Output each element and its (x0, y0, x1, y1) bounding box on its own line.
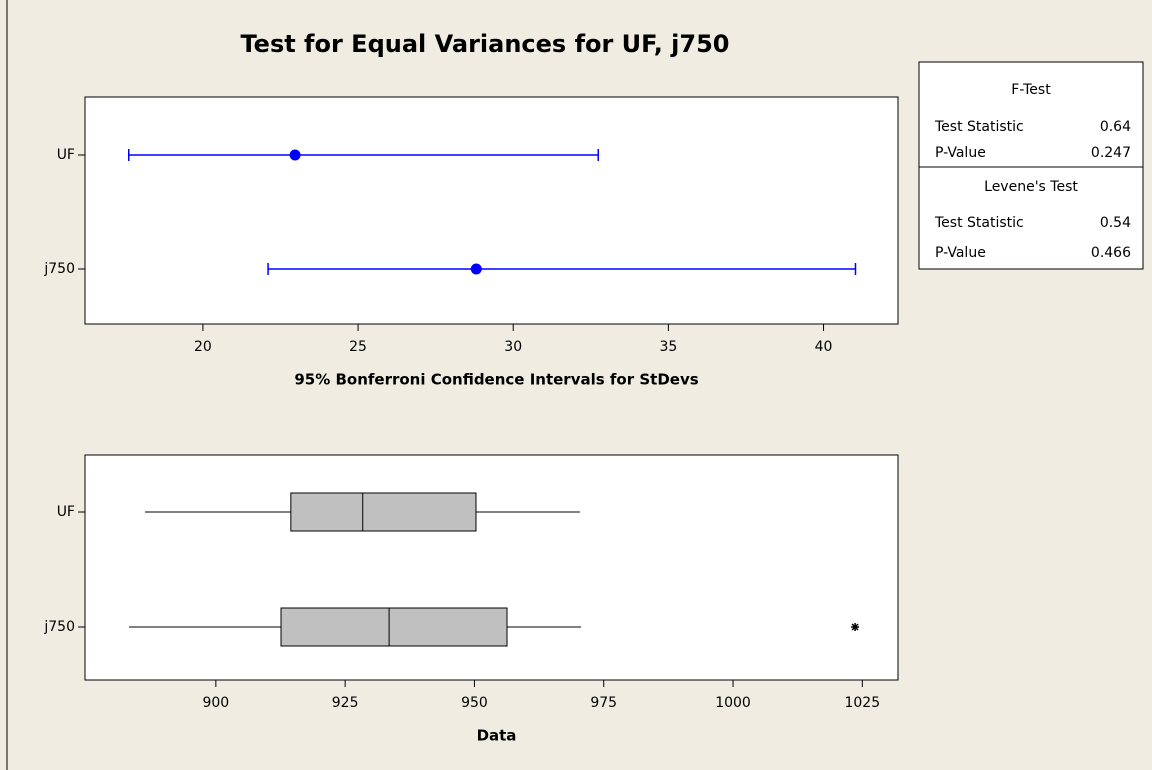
y-tick-label: UF (57, 504, 75, 520)
plot-area (84, 96, 899, 325)
x-tick-label: 35 (659, 339, 677, 355)
stat-value: 0.466 (1091, 245, 1131, 261)
x-tick-label: 40 (815, 339, 833, 355)
stat-label: Test Statistic (934, 119, 1024, 135)
stat-label: Test Statistic (934, 215, 1024, 231)
x-tick-label: 25 (349, 339, 367, 355)
section-title: F-Test (1011, 82, 1051, 98)
point (470, 263, 482, 275)
y-tick-label: j750 (43, 261, 75, 277)
chart-title: Test for Equal Variances for UF, j750 (240, 30, 729, 58)
stat-value: 0.54 (1100, 215, 1131, 231)
stat-label: P-Value (935, 245, 986, 261)
x-tick-label: 1000 (715, 695, 751, 711)
x-axis-label: Data (477, 727, 517, 745)
stat-label: P-Value (935, 145, 986, 161)
point (289, 149, 301, 161)
stats-box (918, 61, 1144, 270)
x-axis-label: 95% Bonferroni Confidence Intervals for … (294, 371, 698, 389)
x-tick-label: 950 (461, 695, 488, 711)
x-tick-label: 925 (332, 695, 359, 711)
section-title: Levene's Test (984, 179, 1078, 195)
y-tick-label: j750 (43, 619, 75, 635)
stat-value: 0.247 (1091, 145, 1131, 161)
stat-value: 0.64 (1100, 119, 1131, 135)
x-tick-label: 20 (194, 339, 212, 355)
box (280, 607, 508, 647)
outlier (851, 623, 860, 631)
x-tick-label: 30 (504, 339, 522, 355)
x-tick-label: 1025 (844, 695, 880, 711)
x-tick-label: 975 (590, 695, 617, 711)
box (290, 492, 477, 532)
y-tick-label: UF (57, 147, 75, 163)
x-tick-label: 900 (202, 695, 229, 711)
